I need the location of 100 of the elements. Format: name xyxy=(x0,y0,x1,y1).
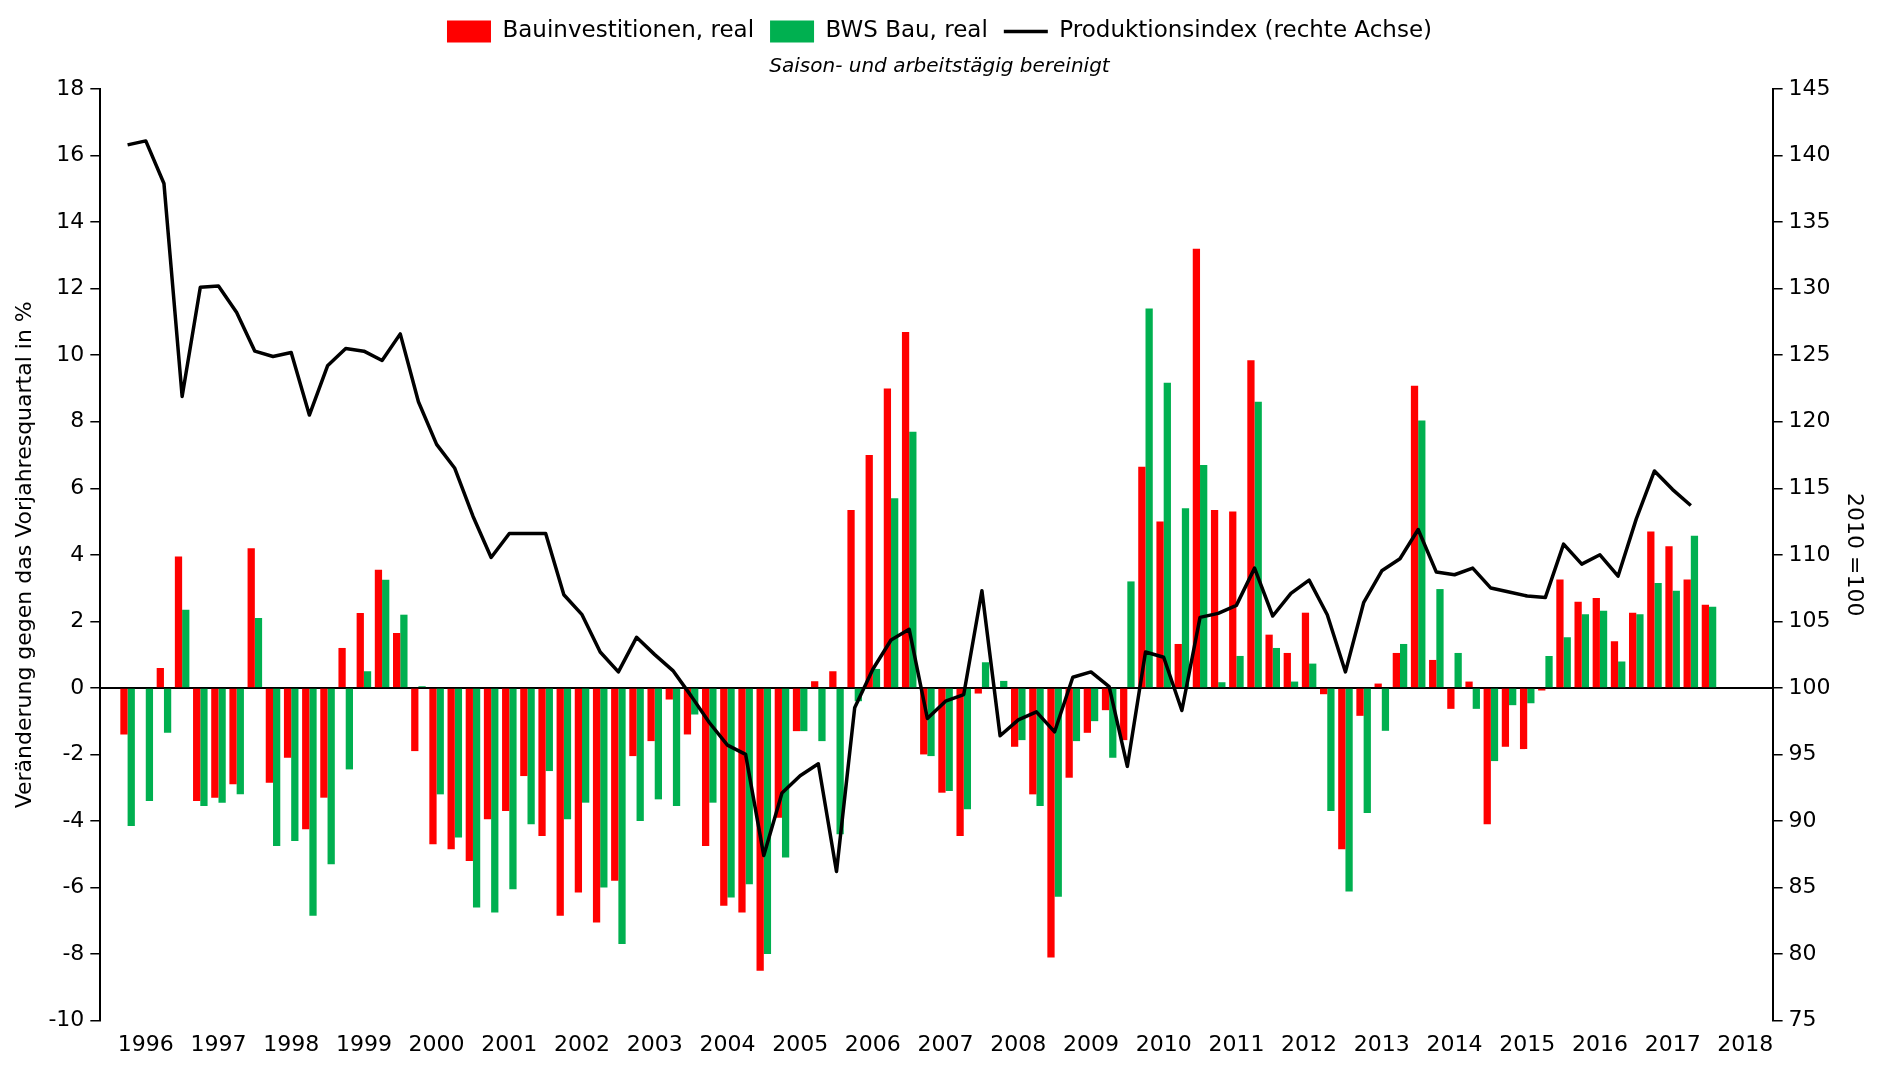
x-tick-label: 2016 xyxy=(1571,1030,1628,1056)
bar xyxy=(436,688,444,795)
x-tick-label: 1998 xyxy=(263,1030,320,1056)
bar xyxy=(1483,688,1491,825)
x-tick-label: 1999 xyxy=(335,1030,392,1056)
bar xyxy=(781,688,790,858)
y2-tick-label: 125 xyxy=(1788,340,1831,366)
y-axis-title: Veränderung gegen das Vorjahresquartal in % xyxy=(10,301,36,809)
bar xyxy=(582,688,590,803)
bar xyxy=(600,688,608,888)
bar xyxy=(247,548,255,688)
bar xyxy=(127,688,135,826)
bar xyxy=(1272,647,1281,688)
bar xyxy=(1410,385,1419,688)
bar xyxy=(563,688,572,820)
x-tick-label: 2013 xyxy=(1353,1030,1410,1056)
bar xyxy=(1029,688,1037,795)
bar xyxy=(647,688,655,742)
y2-tick-label: 120 xyxy=(1788,407,1831,433)
bar xyxy=(1556,579,1564,688)
x-tick-label: 1997 xyxy=(190,1030,247,1056)
bar xyxy=(454,688,463,838)
y2-tick-label: 130 xyxy=(1788,274,1831,300)
bar xyxy=(491,688,499,913)
bar xyxy=(1581,614,1590,688)
bar xyxy=(538,688,546,836)
bar xyxy=(1210,509,1219,688)
y-tick-label: -6 xyxy=(62,873,85,899)
x-tick-label: 2006 xyxy=(844,1030,901,1056)
bar xyxy=(527,688,535,825)
x-tick-label: 2009 xyxy=(1062,1030,1119,1056)
bar xyxy=(374,569,383,688)
bar xyxy=(236,688,244,795)
bar xyxy=(429,688,437,845)
bar xyxy=(1283,652,1291,688)
bar xyxy=(1683,579,1691,688)
bar xyxy=(938,688,946,793)
bar xyxy=(1363,688,1371,813)
y2-tick-label: 95 xyxy=(1788,740,1817,766)
bar xyxy=(273,688,281,846)
bar xyxy=(218,688,226,803)
bar xyxy=(1145,308,1153,688)
bar xyxy=(574,688,583,893)
bar xyxy=(265,688,274,783)
y-tick-label: 0 xyxy=(70,673,85,699)
y2-tick-label: 75 xyxy=(1788,1006,1817,1032)
x-tick-label: 2018 xyxy=(1717,1030,1774,1056)
y-tick-label: 2 xyxy=(70,607,85,633)
bar xyxy=(1599,610,1608,688)
bar xyxy=(1127,581,1135,688)
bar xyxy=(156,667,164,688)
bar xyxy=(320,688,328,798)
bar xyxy=(1236,655,1244,688)
bar xyxy=(1429,659,1437,688)
y2-tick-label: 100 xyxy=(1788,673,1831,699)
bar xyxy=(1138,466,1146,688)
x-tick-label: 2012 xyxy=(1281,1030,1338,1056)
bar xyxy=(1192,248,1201,688)
bar xyxy=(1265,634,1273,688)
bar xyxy=(120,688,128,735)
bar xyxy=(1701,604,1709,688)
y-tick-label: 12 xyxy=(56,274,85,300)
legend-label: BWS Bau, real xyxy=(825,16,988,43)
bar xyxy=(1218,682,1226,688)
x-tick-label: 2011 xyxy=(1208,1030,1265,1056)
bar xyxy=(865,454,873,688)
bar xyxy=(792,688,801,732)
bar xyxy=(727,688,735,898)
bar xyxy=(1000,680,1008,688)
y2-tick-label: 140 xyxy=(1788,141,1831,167)
bar xyxy=(356,613,364,688)
bar xyxy=(800,688,808,732)
bar xyxy=(1672,590,1680,688)
bar xyxy=(1454,652,1462,688)
bar xyxy=(981,662,990,688)
bar xyxy=(1381,688,1390,731)
bar xyxy=(1163,382,1171,688)
y2-tick-label: 135 xyxy=(1788,207,1831,233)
bar xyxy=(1519,688,1528,750)
bar xyxy=(392,632,401,688)
bar xyxy=(338,647,346,688)
bar xyxy=(847,509,855,688)
y-tick-label: 6 xyxy=(70,473,85,499)
bar xyxy=(1654,583,1662,688)
bar xyxy=(1327,688,1335,811)
x-tick-label: 2005 xyxy=(772,1030,829,1056)
bar xyxy=(1200,464,1208,688)
x-tick-label: 2000 xyxy=(408,1030,465,1056)
bar xyxy=(1083,688,1091,733)
bar xyxy=(502,688,510,811)
bar xyxy=(901,331,910,688)
y2-tick-label: 145 xyxy=(1788,74,1831,100)
bar xyxy=(345,688,353,770)
bar xyxy=(1181,508,1190,688)
bar xyxy=(302,688,310,830)
bar xyxy=(701,688,710,846)
bar xyxy=(1436,589,1444,688)
y-tick-label: 10 xyxy=(56,340,85,366)
bar xyxy=(1665,546,1673,688)
bar xyxy=(411,688,419,752)
